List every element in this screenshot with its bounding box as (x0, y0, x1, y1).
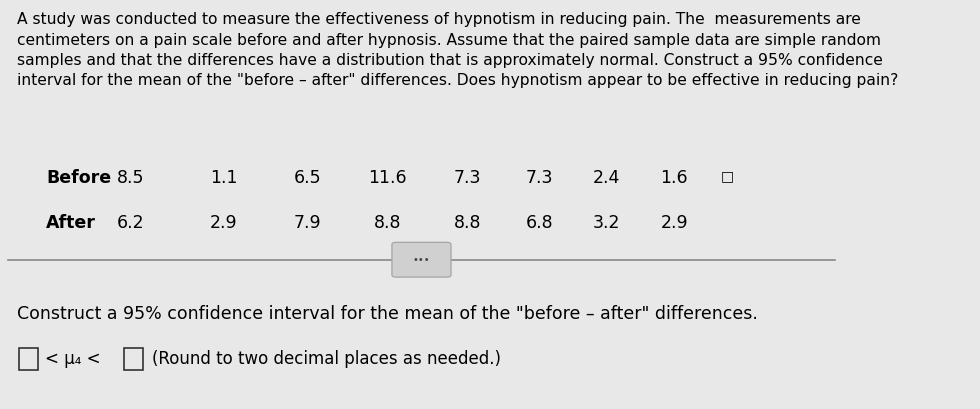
FancyBboxPatch shape (392, 242, 451, 277)
Text: 7.3: 7.3 (525, 169, 554, 187)
Text: < μ₄ <: < μ₄ < (45, 350, 100, 368)
Text: (Round to two decimal places as needed.): (Round to two decimal places as needed.) (152, 350, 501, 368)
Text: 6.8: 6.8 (525, 214, 554, 232)
Bar (19, 348, 38, 370)
Text: Construct a 95% confidence interval for the mean of the "before – after" differe: Construct a 95% confidence interval for … (17, 305, 758, 323)
Text: •••: ••• (413, 255, 430, 265)
Text: 3.2: 3.2 (593, 214, 620, 232)
Text: 8.5: 8.5 (117, 169, 144, 187)
Text: 11.6: 11.6 (368, 169, 407, 187)
Text: 1.6: 1.6 (661, 169, 688, 187)
Text: After: After (46, 214, 96, 232)
Text: 7.9: 7.9 (294, 214, 321, 232)
Text: Before: Before (46, 169, 112, 187)
Text: 2.9: 2.9 (210, 214, 237, 232)
Text: 2.4: 2.4 (593, 169, 620, 187)
Text: 8.8: 8.8 (374, 214, 402, 232)
Text: 2.9: 2.9 (661, 214, 688, 232)
Text: □: □ (720, 169, 734, 183)
Text: 8.8: 8.8 (454, 214, 481, 232)
Text: 7.3: 7.3 (454, 169, 481, 187)
Text: 1.1: 1.1 (210, 169, 237, 187)
Bar (123, 348, 143, 370)
Text: A study was conducted to measure the effectiveness of hypnotism in reducing pain: A study was conducted to measure the eff… (17, 12, 899, 88)
Text: 6.5: 6.5 (294, 169, 321, 187)
Text: 6.2: 6.2 (117, 214, 144, 232)
